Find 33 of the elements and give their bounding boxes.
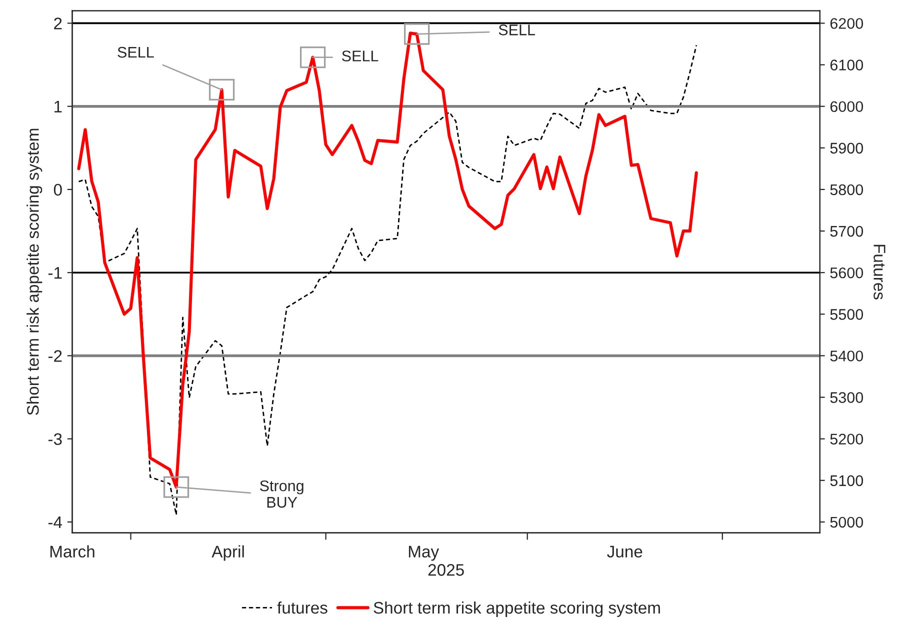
y2-tick-label: 5000 [830,516,864,528]
legend-label: futures [277,601,328,614]
y-axis-title: Short term risk appetite scoring system [26,128,42,416]
y2-tick-label: 5900 [830,142,864,154]
x-tick-label: March [50,545,94,558]
x-axis-title: 2025 [428,564,464,576]
y-tick-label: 2 [54,18,62,30]
y-tick-label: -3 [48,433,62,446]
x-tick-label: June [607,546,642,558]
y2-tick-label: 6100 [830,60,864,70]
annotation: SELL [342,50,378,62]
legend-label: Short term risk appetite scoring system [374,601,660,617]
y-tick-label: 0 [54,184,62,196]
y-tick-label: -2 [48,350,62,362]
y2-tick-label: 5200 [830,434,864,445]
y2-tick-label: 5400 [830,350,864,362]
annotation: Strong BUY [260,480,304,508]
x-tick-label: May [408,546,440,561]
y2-axis-title: Futures [874,244,886,300]
y2-tick-label: 5800 [830,184,864,196]
y2-tick-label: 5500 [830,309,864,320]
y-tick-label: -4 [48,516,62,528]
y-tick-label: -1 [48,267,62,279]
y2-tick-label: 6200 [830,18,864,29]
x-tick-label: April [212,545,244,561]
y2-tick-label: 5300 [830,392,864,403]
y2-tick-label: 6000 [830,101,864,112]
y-tick-label: 1 [54,100,62,112]
y2-tick-label: 5600 [830,267,864,278]
annotation: SELL [118,46,154,58]
annotation: SELL [498,24,536,36]
y2-tick-label: 5100 [830,475,864,486]
y2-tick-label: 5700 [830,226,864,237]
